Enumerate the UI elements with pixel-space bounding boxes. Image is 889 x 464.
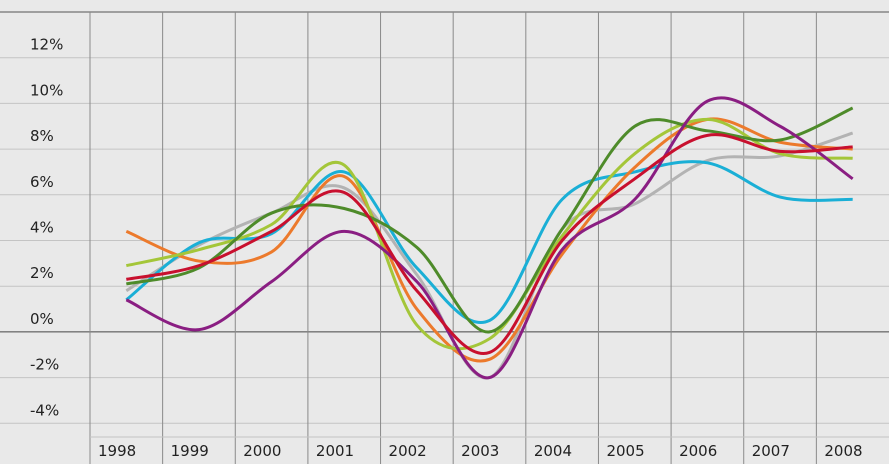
- y-tick-label: 10%: [30, 81, 63, 99]
- x-tick-label: 2002: [389, 442, 427, 460]
- y-tick-label: 0%: [30, 310, 54, 328]
- y-tick-label: -4%: [30, 401, 59, 419]
- x-tick-label: 2008: [824, 442, 862, 460]
- x-tick-label: 2003: [461, 442, 499, 460]
- x-tick-label: 1998: [98, 442, 136, 460]
- x-tick-label: 2001: [316, 442, 354, 460]
- y-tick-label: 12%: [30, 36, 63, 54]
- series-line: [125, 117, 853, 351]
- y-tick-label: -2%: [30, 356, 59, 374]
- x-tick-label: 1999: [171, 442, 209, 460]
- y-tick-label: 6%: [30, 173, 54, 191]
- x-tick-label: 2004: [534, 442, 572, 460]
- series-line: [126, 133, 853, 355]
- x-tick-label: 2006: [679, 442, 717, 460]
- y-tick-label: 8%: [30, 127, 54, 145]
- series-line: [125, 106, 854, 334]
- x-tick-label: 2007: [752, 442, 790, 460]
- x-tick-label: 2000: [243, 442, 281, 460]
- series-line: [125, 96, 854, 380]
- y-tick-label: 4%: [30, 218, 54, 236]
- y-tick-label: 2%: [30, 264, 54, 282]
- x-tick-label: 2005: [606, 442, 644, 460]
